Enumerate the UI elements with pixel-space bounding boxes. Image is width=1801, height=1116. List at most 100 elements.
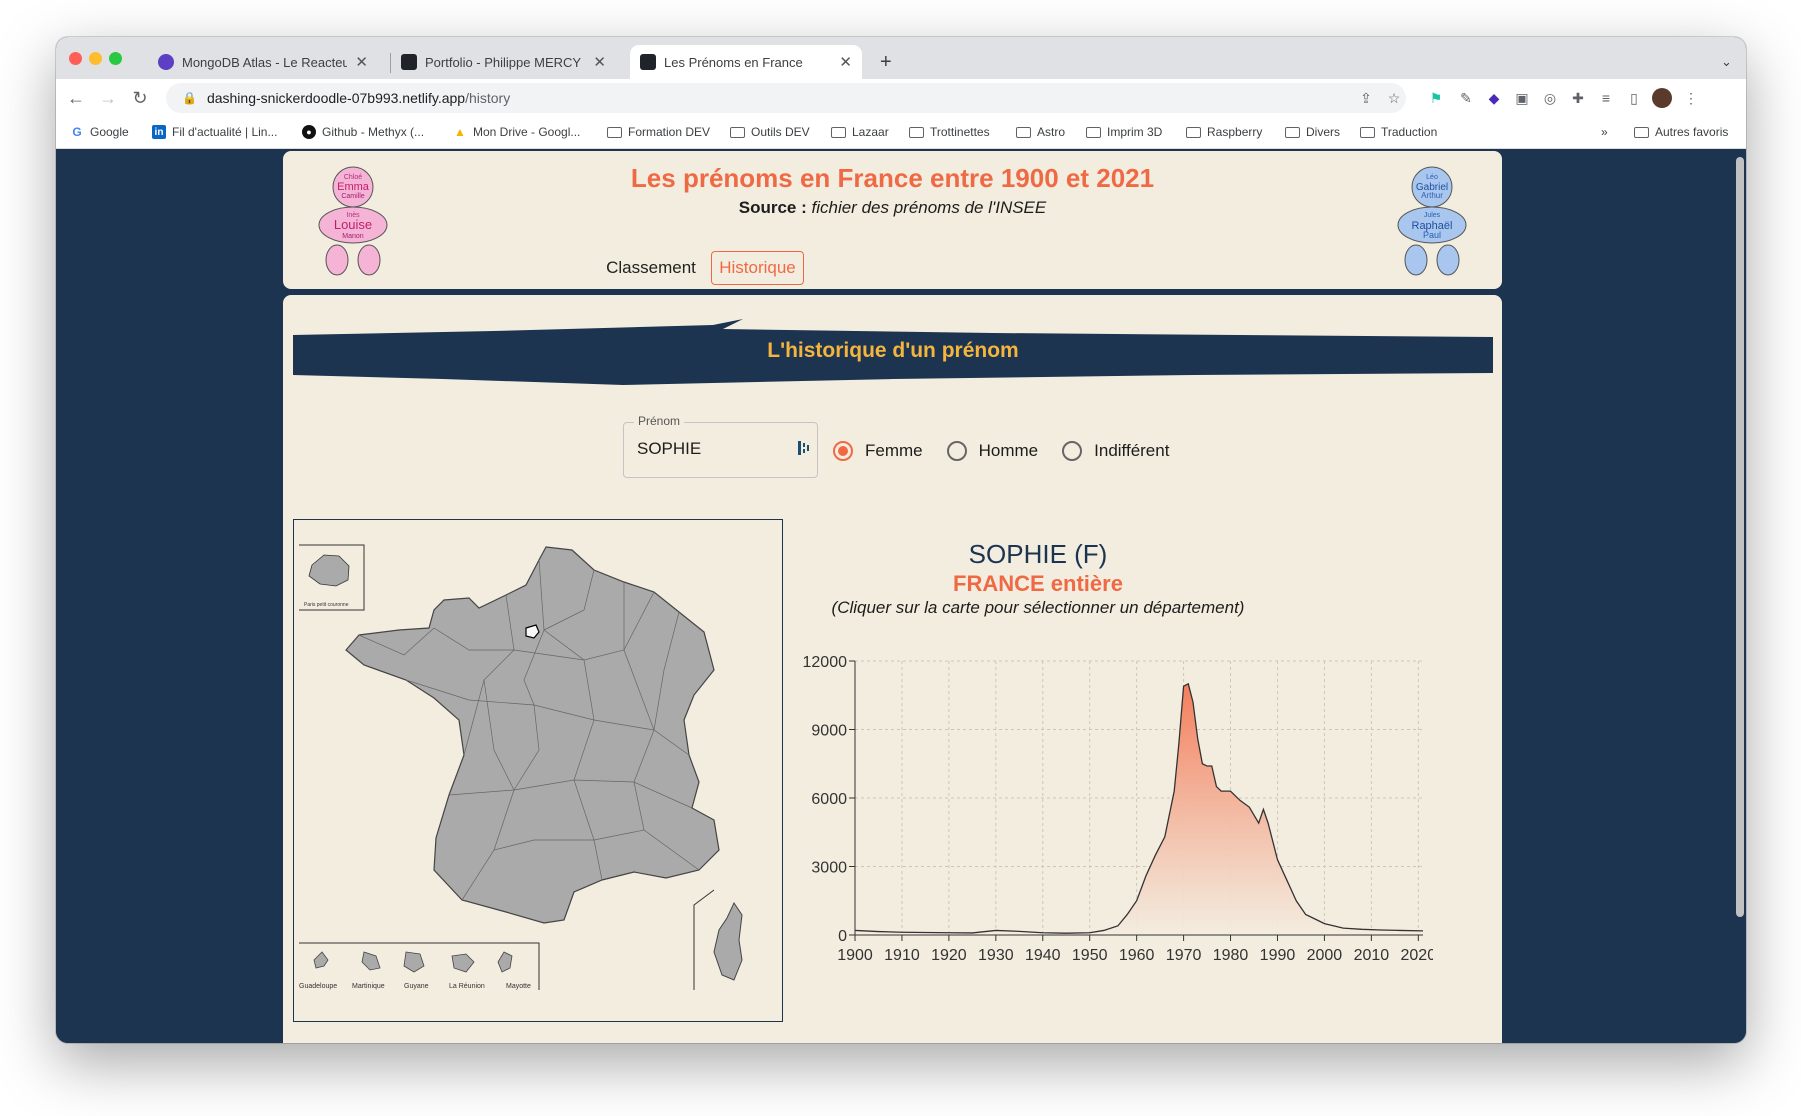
- prenom-input[interactable]: Prénom SOPHIE: [623, 414, 818, 478]
- bookmark-folder[interactable]: Astro: [1016, 125, 1065, 139]
- new-tab-button[interactable]: +: [880, 50, 892, 73]
- x-tick-label: 2020: [1401, 947, 1433, 964]
- minimize-window-button[interactable]: [89, 52, 102, 65]
- bookmark-linkedin[interactable]: in Fil d'actualité | Lin...: [152, 125, 277, 139]
- site-header: Chloé Emma Camille Inès Louise Manon Les…: [283, 151, 1502, 289]
- y-tick-label: 6000: [811, 791, 847, 808]
- linkedin-icon: in: [152, 125, 166, 139]
- bookmark-folder[interactable]: Trottinettes: [909, 125, 990, 139]
- close-window-button[interactable]: [69, 52, 82, 65]
- wordcloud-name: Manon: [342, 233, 364, 240]
- bookmark-folder[interactable]: Lazaar: [831, 125, 889, 139]
- puzzle-extensions-icon[interactable]: ✚: [1572, 89, 1584, 106]
- series-area-fill: [855, 683, 1423, 935]
- image-extension-icon[interactable]: ▣: [1515, 89, 1529, 106]
- france-mainland-shape: [345, 546, 720, 924]
- extension-icon[interactable]: ✎: [1460, 89, 1472, 106]
- department-borders: [358, 559, 700, 901]
- x-tick-label: 2010: [1354, 947, 1390, 964]
- x-tick-label: 1970: [1166, 947, 1202, 964]
- guadeloupe-shape: [313, 951, 329, 969]
- inset-label: Guyane: [404, 983, 429, 990]
- browser-tab[interactable]: MongoDB Atlas - Le Reacteur ✕: [148, 45, 378, 79]
- wordcloud-name: Léo: [1426, 174, 1438, 181]
- reload-icon[interactable]: ↻: [132, 87, 148, 108]
- other-bookmarks-folder[interactable]: Autres favoris: [1634, 125, 1728, 139]
- url-host: dashing-snickerdoodle-07b993.netlify.app: [206, 90, 466, 106]
- wordcloud-name: Arthur: [1421, 191, 1443, 200]
- page-scrollbar[interactable]: [1736, 157, 1744, 917]
- address-bar[interactable]: 🔒 dashing-snickerdoodle-07b993.netlify.a…: [166, 83, 1406, 113]
- zoom-window-button[interactable]: [109, 52, 122, 65]
- bookmark-folder[interactable]: Traduction: [1360, 125, 1437, 139]
- bookmark-label: Formation DEV: [628, 125, 711, 139]
- browser-menu-icon[interactable]: ⋮: [1684, 89, 1698, 106]
- folder-icon: [1634, 126, 1649, 138]
- boy-wordcloud-logo: Léo Gabriel Arthur Jules Raphaël Paul: [1397, 166, 1467, 276]
- tab-title: Les Prénoms en France: [664, 54, 803, 70]
- radio-label: Homme: [978, 441, 1039, 460]
- share-icon[interactable]: ⇪: [1360, 89, 1372, 106]
- extension-icon[interactable]: ◆: [1488, 89, 1500, 106]
- side-panel-icon[interactable]: ▯: [1630, 89, 1638, 106]
- bookmark-star-icon[interactable]: ☆: [1387, 89, 1401, 106]
- bookmark-folder[interactable]: Raspberry: [1186, 125, 1262, 139]
- series-line: [854, 682, 1424, 934]
- browser-tab-active[interactable]: Les Prénoms en France ✕: [630, 45, 862, 79]
- url-path: /history: [465, 90, 511, 106]
- guyane-shape: [403, 951, 425, 973]
- bookmark-folder[interactable]: Outils DEV: [730, 125, 810, 139]
- france-map-svg[interactable]: Paris petit couronne: [294, 520, 782, 1021]
- reading-list-icon[interactable]: ≡: [1601, 90, 1611, 106]
- y-tick-label: 3000: [811, 860, 847, 877]
- close-tab-icon[interactable]: ✕: [355, 54, 368, 71]
- prenom-label: Prénom: [634, 414, 685, 428]
- forward-arrow-icon[interactable]: →: [99, 87, 117, 108]
- more-bookmarks-button[interactable]: »: [1601, 125, 1608, 139]
- profile-avatar-icon[interactable]: [1652, 88, 1672, 108]
- close-tab-icon[interactable]: ✕: [839, 54, 852, 71]
- bookmark-folder[interactable]: Formation DEV: [607, 125, 710, 139]
- history-area-chart[interactable]: 0 3000 6000 9000 12000 1900 1910 1920 1930 1940 19…: [793, 625, 1434, 985]
- y-tick-label: 0: [838, 928, 847, 945]
- back-arrow-icon[interactable]: ←: [67, 87, 85, 108]
- nav-historique[interactable]: Historique: [711, 251, 804, 285]
- bookmark-label: Trottinettes: [930, 125, 990, 139]
- nav-classement[interactable]: Classement: [606, 258, 696, 277]
- folder-icon: [909, 126, 924, 138]
- radio-indifferent[interactable]: Indifférent: [1062, 441, 1169, 461]
- bookmark-drive[interactable]: ▲ Mon Drive - Googl...: [453, 125, 580, 139]
- github-icon: ●: [302, 125, 316, 139]
- browser-window: MongoDB Atlas - Le Reacteur ✕ Portfolio …: [56, 37, 1746, 1043]
- radio-homme[interactable]: Homme: [946, 441, 1039, 461]
- inset-label: La Réunion: [449, 983, 485, 990]
- site-source: Source : fichier des prénoms de l'INSEE: [283, 198, 1502, 218]
- site-title: Les prénoms en France entre 1900 et 2021: [630, 163, 1155, 193]
- paris-inset-shape: [308, 554, 350, 587]
- bookmark-github[interactable]: ● Github - Methyx (...: [302, 125, 424, 139]
- bookmark-label: Google: [90, 125, 129, 139]
- y-tick-label: 9000: [811, 723, 847, 740]
- browser-tab[interactable]: Portfolio - Philippe MERCY ✕: [391, 45, 616, 79]
- page-viewport: Chloé Emma Camille Inès Louise Manon Les…: [56, 149, 1746, 1043]
- bookmark-label: Divers: [1306, 125, 1341, 139]
- extension-icon[interactable]: ⚑: [1429, 89, 1443, 106]
- folder-icon: [607, 126, 622, 138]
- x-tick-label: 1910: [884, 947, 920, 964]
- bookmark-google[interactable]: G Google: [70, 125, 129, 139]
- bookmark-folder[interactable]: Divers: [1285, 125, 1340, 139]
- section-title: L'historique d'un prénom: [767, 339, 1019, 362]
- compass-extension-icon[interactable]: ◎: [1543, 89, 1557, 106]
- tab-title: MongoDB Atlas - Le Reacteur: [182, 54, 348, 70]
- tab-search-chevron-icon[interactable]: ⌄: [1721, 54, 1732, 69]
- bookmark-folder[interactable]: Imprim 3D: [1086, 125, 1162, 139]
- wordcloud-name: Chloé: [344, 174, 362, 181]
- input-tool-icon: [798, 441, 809, 455]
- inset-label: Martinique: [352, 983, 385, 990]
- departments-map[interactable]: Paris petit couronne: [293, 519, 783, 1022]
- wordcloud-name: Inès: [346, 212, 360, 219]
- x-tick-label: 1900: [837, 947, 873, 964]
- close-tab-icon[interactable]: ✕: [593, 54, 606, 71]
- radio-femme[interactable]: Femme: [833, 441, 923, 461]
- bookmark-label: Raspberry: [1207, 125, 1263, 139]
